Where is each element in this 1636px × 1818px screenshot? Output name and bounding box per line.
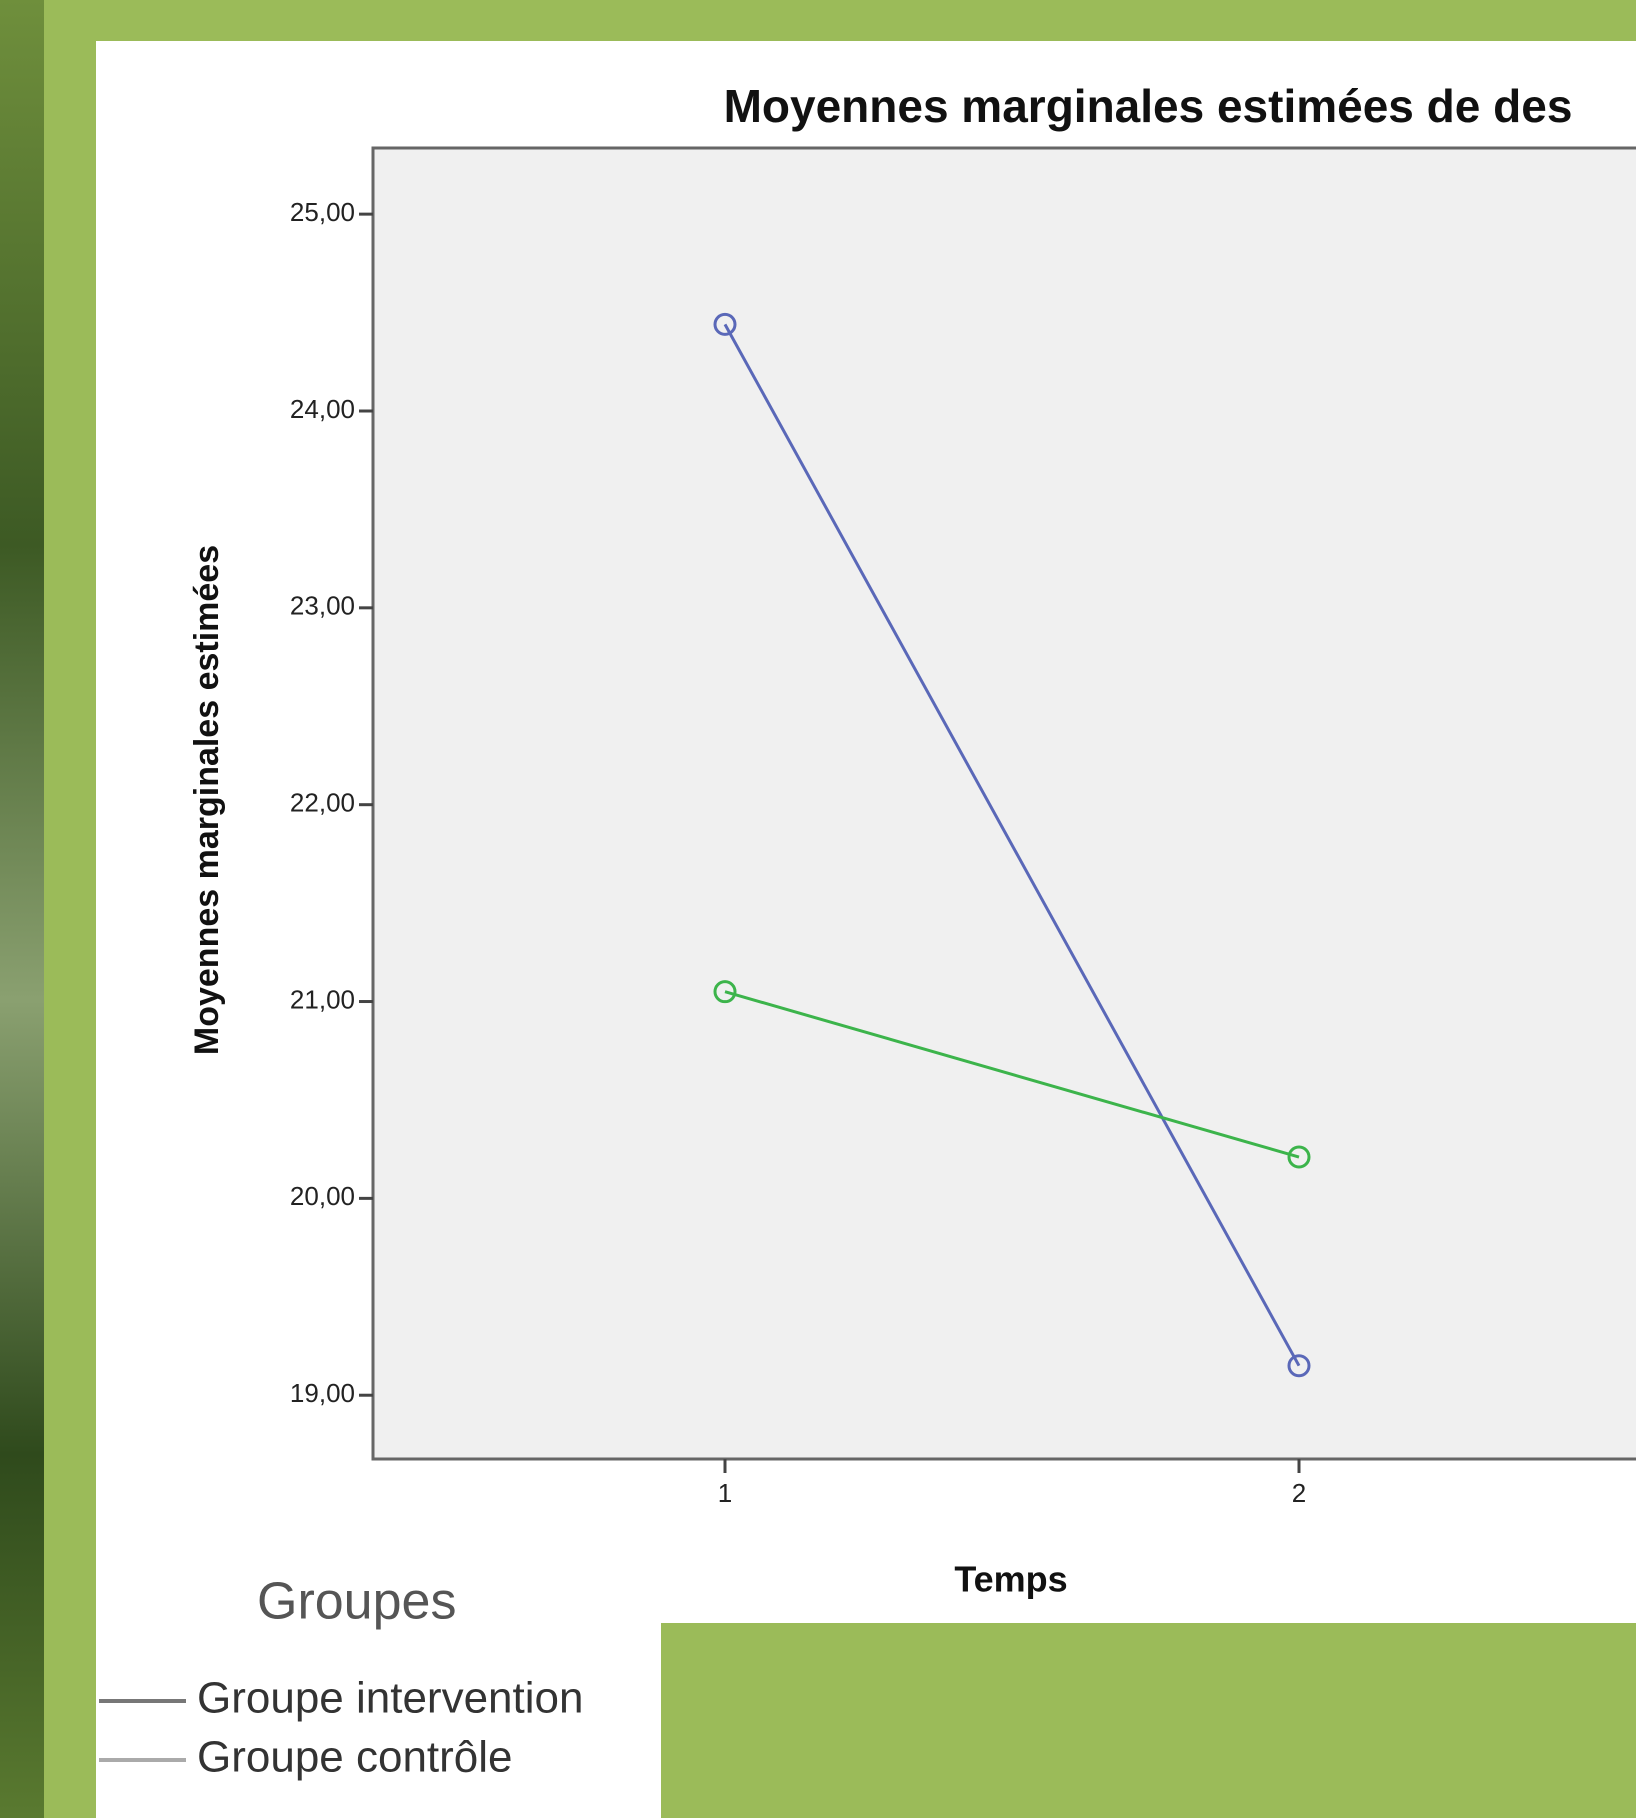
chart: Moyennes marginales estimées de des Moye… [0, 0, 1636, 1818]
y-tick-label: 21,00 [290, 984, 355, 1014]
foliage-strip [0, 0, 44, 1818]
y-axis-label: Moyennes marginales estimées [188, 545, 226, 1055]
y-tick-label: 19,00 [290, 1378, 355, 1408]
y-tick-label: 22,00 [290, 788, 355, 818]
x-tick-label: 2 [1292, 1478, 1306, 1508]
x-tick-label: 1 [718, 1478, 732, 1508]
y-tick-label: 24,00 [290, 394, 355, 424]
y-tick-label: 23,00 [290, 591, 355, 621]
page: Moyennes marginales estimées de des Moye… [0, 0, 1636, 1818]
chart-title: Moyennes marginales estimées de des [724, 80, 1573, 132]
legend-title: Groupes [257, 1573, 456, 1631]
legend-label: Groupe intervention [197, 1674, 583, 1723]
y-tick-label: 20,00 [290, 1181, 355, 1211]
plot-area [373, 148, 1636, 1459]
x-axis-label: Temps [954, 1559, 1067, 1600]
green-overlay [661, 1623, 1636, 1818]
y-tick-label: 25,00 [290, 197, 355, 227]
legend-label: Groupe contrôle [197, 1733, 513, 1782]
